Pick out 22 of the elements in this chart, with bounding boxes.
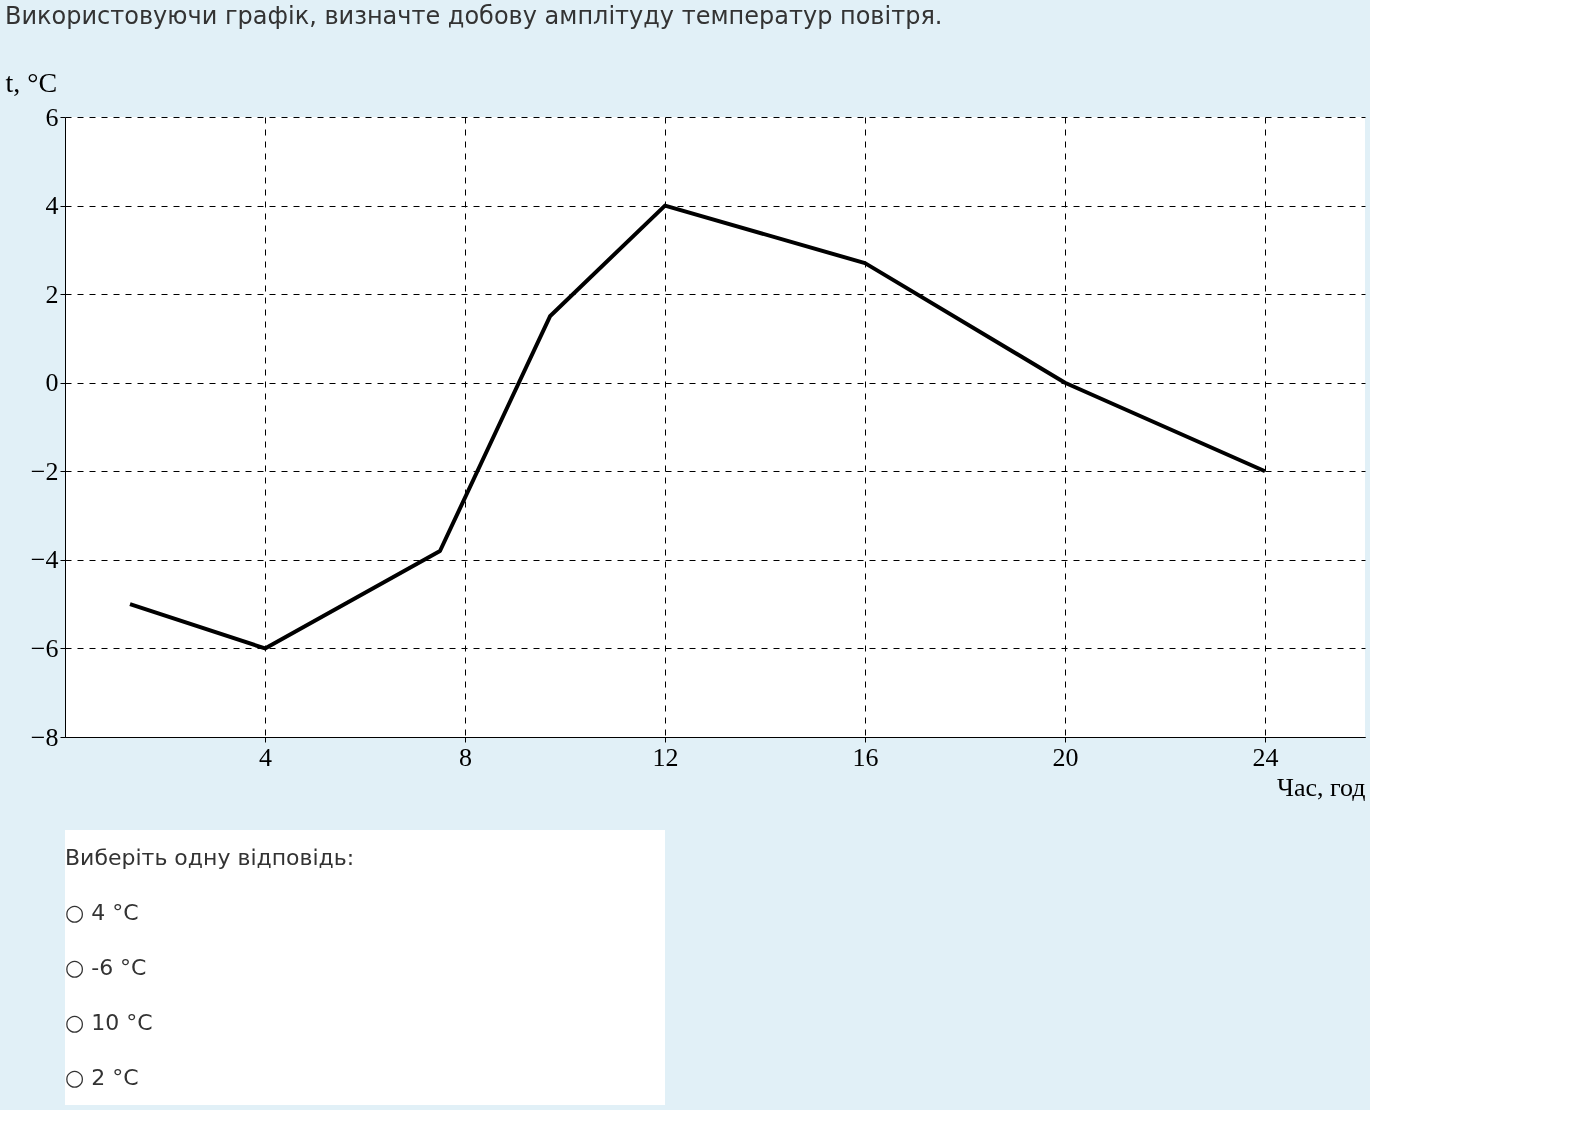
text: ○ 4 °C bbox=[65, 899, 139, 925]
y-tick-label: −8 bbox=[30, 722, 59, 752]
chart-title: Використовуючи графік, визначте добову амплітуду температур повітря. bbox=[5, 2, 943, 30]
text: ○ -6 °C bbox=[65, 954, 147, 980]
x-tick-label: 8 bbox=[459, 742, 472, 772]
y-tick-label: 4 bbox=[45, 191, 59, 221]
y-axis-title: t, °C bbox=[5, 66, 58, 98]
text: ○ 2 °C bbox=[65, 1064, 139, 1090]
y-tick-label: −6 bbox=[30, 633, 59, 663]
text: Виберіть одну відповідь: bbox=[65, 844, 355, 870]
y-tick-label: −4 bbox=[30, 545, 59, 575]
x-axis-title: Час, год bbox=[1277, 772, 1366, 802]
x-tick-label: 20 bbox=[1052, 742, 1079, 772]
y-tick-label: 0 bbox=[45, 368, 59, 398]
x-tick-label: 16 bbox=[852, 742, 879, 772]
x-tick-label: 24 bbox=[1252, 742, 1279, 772]
y-tick-label: −2 bbox=[30, 456, 59, 486]
text: ○ 10 °C bbox=[65, 1009, 153, 1035]
y-tick-label: 2 bbox=[45, 279, 59, 309]
y-tick-label: 6 bbox=[45, 102, 59, 132]
x-tick-label: 12 bbox=[652, 742, 679, 772]
x-tick-label: 4 bbox=[259, 742, 272, 772]
